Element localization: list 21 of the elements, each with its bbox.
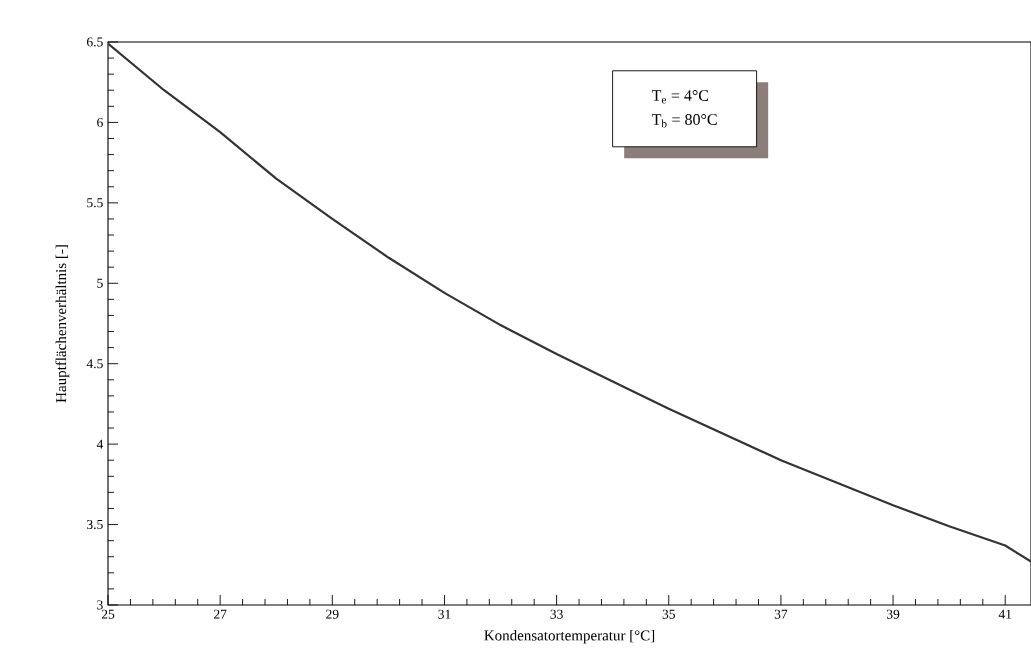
y-tick-label: 5.5 — [87, 198, 103, 208]
x-tick-label: 31 — [438, 609, 451, 619]
y-axis-title: Hauptflächenverhältnis [-] — [55, 245, 70, 403]
x-tick-label: 35 — [662, 609, 675, 619]
y-tick-label: 6 — [97, 117, 103, 127]
y-tick-label: 3.5 — [87, 519, 103, 530]
x-tick-label: 39 — [886, 609, 900, 619]
y-tick-label: 4 — [96, 439, 104, 449]
annotation: T$_{e}$ = 4°C — [651, 90, 709, 104]
y-tick-label: 5 — [97, 278, 103, 288]
x-tick-label: 25 — [101, 609, 115, 619]
x-tick-label: 27 — [214, 609, 227, 619]
y-tick-label: 6.5 — [87, 37, 103, 47]
x-axis-title: Kondensatortemperatur [°C] — [484, 629, 655, 644]
y-tick-label: 3 — [97, 600, 103, 610]
x-tick-label: 37 — [774, 609, 788, 619]
y-tick-label: 4.5 — [86, 359, 103, 369]
x-tick-label: 29 — [326, 609, 339, 619]
x-tick-label: 33 — [550, 609, 563, 619]
x-tick-label: 41 — [998, 609, 1012, 619]
annotation: T$_{b}$ = 80°C — [651, 114, 717, 128]
